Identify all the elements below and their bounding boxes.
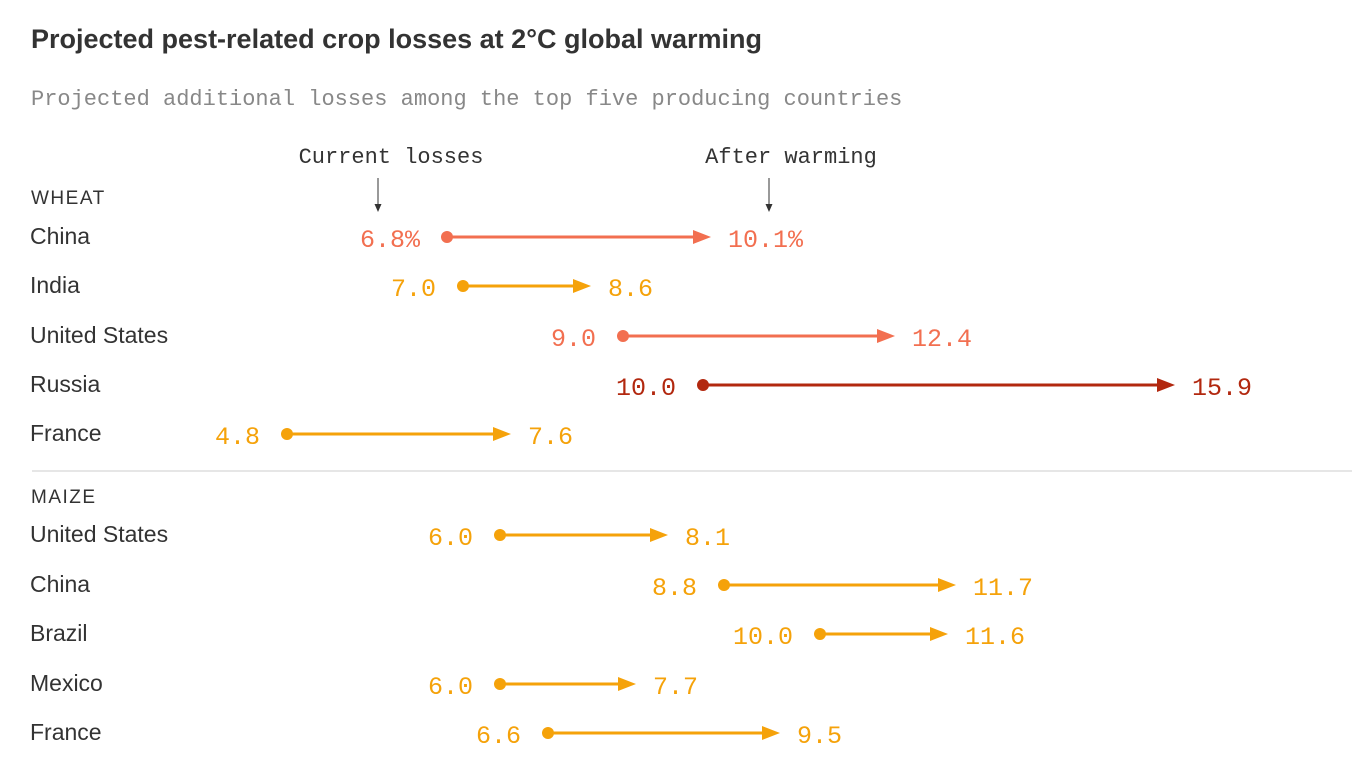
current-value-label: 6.8% bbox=[360, 226, 421, 255]
after-value-label: 9.5 bbox=[797, 722, 842, 751]
after-value-label: 7.7 bbox=[653, 673, 698, 702]
arrow-head bbox=[693, 230, 711, 244]
after-value-label: 8.1 bbox=[685, 524, 730, 553]
arrow-head bbox=[1157, 378, 1175, 392]
current-dot bbox=[494, 529, 506, 541]
current-value-label: 6.0 bbox=[428, 673, 473, 702]
current-dot bbox=[457, 280, 469, 292]
current-dot bbox=[617, 330, 629, 342]
current-value-label: 6.6 bbox=[476, 722, 521, 751]
current-dot bbox=[281, 428, 293, 440]
arrow-head bbox=[877, 329, 895, 343]
country-label: United States bbox=[30, 521, 168, 547]
after-value-label: 7.6 bbox=[528, 423, 573, 452]
arrow-head bbox=[618, 677, 636, 691]
current-dot bbox=[441, 231, 453, 243]
after-value-label: 15.9 bbox=[1192, 374, 1252, 403]
current-dot bbox=[494, 678, 506, 690]
annotation-arrow-after bbox=[765, 178, 773, 212]
after-value-label: 12.4 bbox=[912, 325, 972, 354]
chart-subtitle: Projected additional losses among the to… bbox=[31, 87, 902, 112]
arrow-head bbox=[762, 726, 780, 740]
country-label: Brazil bbox=[30, 620, 88, 646]
country-label: France bbox=[30, 719, 102, 745]
current-value-label: 4.8 bbox=[215, 423, 260, 452]
current-value-label: 6.0 bbox=[428, 524, 473, 553]
after-value-label: 8.6 bbox=[608, 275, 653, 304]
after-value-label: 10.1% bbox=[728, 226, 804, 255]
current-dot bbox=[697, 379, 709, 391]
section-label: WHEAT bbox=[31, 188, 106, 209]
country-label: Mexico bbox=[30, 670, 103, 696]
current-value-label: 10.0 bbox=[616, 374, 676, 403]
arrow-head bbox=[493, 427, 511, 441]
country-label: China bbox=[30, 223, 90, 249]
annotation-arrow-current bbox=[374, 178, 382, 212]
annotation-current: Current losses bbox=[299, 145, 484, 170]
country-label: France bbox=[30, 420, 102, 446]
country-label: China bbox=[30, 571, 90, 597]
annotation-after: After warming bbox=[705, 145, 877, 170]
arrow-head bbox=[930, 627, 948, 641]
current-dot bbox=[542, 727, 554, 739]
current-value-label: 7.0 bbox=[391, 275, 436, 304]
country-label: India bbox=[30, 272, 80, 298]
arrow-head bbox=[573, 279, 591, 293]
chart-title: Projected pest-related crop losses at 2°… bbox=[31, 24, 762, 54]
arrow-head bbox=[650, 528, 668, 542]
current-value-label: 8.8 bbox=[652, 574, 697, 603]
arrow-head bbox=[938, 578, 956, 592]
after-value-label: 11.6 bbox=[965, 623, 1025, 652]
country-label: Russia bbox=[30, 371, 101, 397]
current-value-label: 10.0 bbox=[733, 623, 793, 652]
current-dot bbox=[718, 579, 730, 591]
section-label: MAIZE bbox=[31, 487, 97, 508]
country-label: United States bbox=[30, 322, 168, 348]
current-dot bbox=[814, 628, 826, 640]
current-value-label: 9.0 bbox=[551, 325, 596, 354]
after-value-label: 11.7 bbox=[973, 574, 1033, 603]
